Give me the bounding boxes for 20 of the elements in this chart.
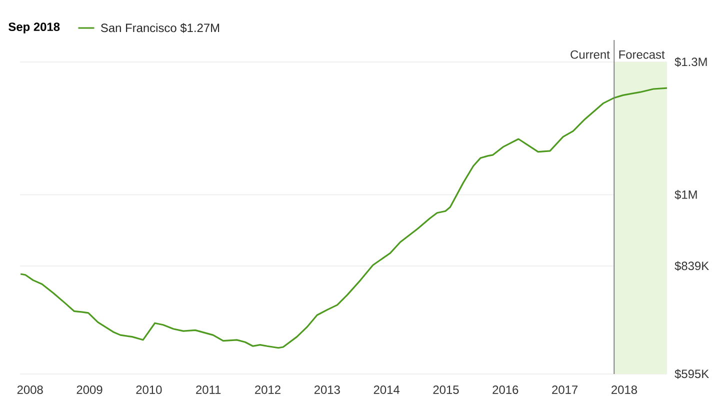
y-tick-label: $1.3M [674, 57, 707, 67]
x-tick-label: 2008 [17, 386, 43, 394]
legend-title: Sep 2018 [8, 22, 60, 34]
x-tick-label: 2014 [374, 386, 400, 394]
line-series [20, 87, 668, 349]
x-tick-label: 2018 [612, 386, 637, 394]
ref-line-label: Current [570, 50, 610, 59]
x-tick-label: 2011 [196, 386, 221, 394]
x-tick-label: 2009 [76, 386, 102, 394]
x-tick-label: 2012 [255, 386, 280, 394]
x-tick-label: 2017 [552, 386, 578, 394]
x-tick-label: 2016 [492, 386, 518, 394]
y-tick-label: $595K [674, 369, 709, 379]
y-tick-label: $1M [674, 190, 697, 200]
x-tick-label: 2010 [136, 386, 162, 394]
x-tick-label: 2013 [314, 386, 340, 394]
legend-label: San Francisco $1.27M [100, 23, 220, 33]
x-tick-label: 2015 [433, 386, 459, 394]
y-tick-label: $839K [674, 261, 709, 271]
band-label: Forecast [619, 50, 665, 59]
